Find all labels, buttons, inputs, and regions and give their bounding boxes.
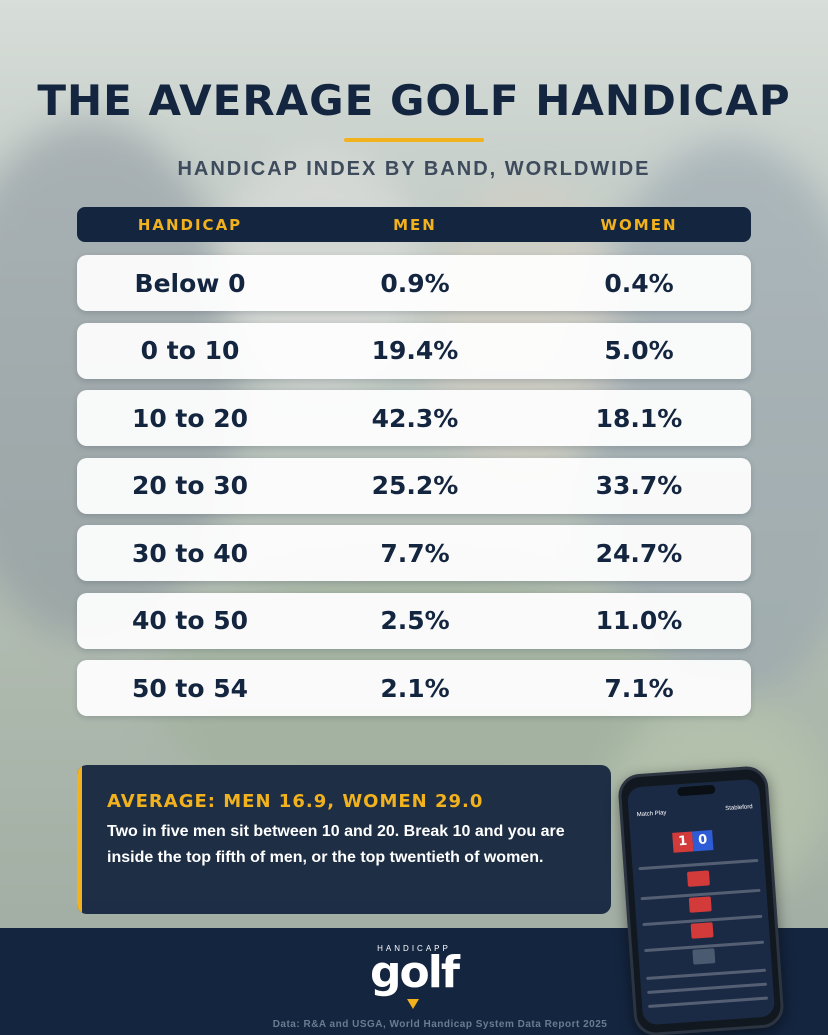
men-cell: 7.7% bbox=[380, 538, 450, 568]
women-cell: 11.0% bbox=[595, 606, 683, 635]
phone-app-tabs: Match Play Stableford bbox=[636, 799, 753, 823]
callout-accent-bar bbox=[77, 765, 82, 914]
men-cell: 2.1% bbox=[380, 673, 450, 703]
women-cell: 0.4% bbox=[604, 268, 674, 298]
women-cell: 5.0% bbox=[604, 336, 674, 365]
table-row: 10 to 20 42.3% 18.1% bbox=[77, 390, 751, 446]
phone-list-line bbox=[638, 858, 759, 871]
phone-scorebox: 1 0 bbox=[672, 830, 714, 853]
table-header: HANDICAP MEN WOMEN bbox=[77, 207, 751, 242]
phone-tab-stableford: Stableford bbox=[725, 804, 753, 813]
table-row: 20 to 30 25.2% 33.7% bbox=[77, 457, 751, 514]
band-cell: 40 to 50 bbox=[131, 606, 249, 635]
title-divider bbox=[344, 138, 484, 142]
women-cell: 18.1% bbox=[595, 403, 683, 433]
table-body: Below 0 0.9% 0.4% 0 to 10 19.4% 5.0% 10 … bbox=[77, 255, 751, 728]
logo-wordmark: golf bbox=[370, 947, 460, 998]
column-header-women: WOMEN bbox=[600, 215, 678, 234]
men-cell: 25.2% bbox=[371, 471, 459, 500]
phone-score-left: 1 bbox=[672, 831, 694, 853]
data-source-note: Data: R&A and USGA, World Handicap Syste… bbox=[272, 1019, 608, 1030]
band-cell: 0 to 10 bbox=[140, 336, 240, 365]
men-cell: 2.5% bbox=[380, 606, 450, 635]
table-row: 30 to 40 7.7% 24.7% bbox=[77, 525, 751, 581]
logo-wordmark-small: HANDICAPP bbox=[377, 944, 451, 953]
callout-body: Two in five men sit between 10 and 20. B… bbox=[107, 823, 565, 866]
callout-heading: AVERAGE: MEN 16.9, WOMEN 29.0 bbox=[107, 791, 484, 812]
table-row: 50 to 54 2.1% 7.1% bbox=[77, 660, 751, 716]
band-cell: 20 to 30 bbox=[131, 471, 249, 500]
phone-tab-match-play: Match Play bbox=[636, 810, 667, 819]
women-cell: 7.1% bbox=[604, 673, 674, 703]
phone-list-line bbox=[647, 982, 768, 994]
golf-tee-icon bbox=[407, 999, 419, 1009]
men-cell: 19.4% bbox=[371, 336, 459, 365]
women-cell: 24.7% bbox=[595, 538, 683, 568]
phone-mockup: Match Play Stableford 1 0 bbox=[617, 765, 785, 1035]
brand-logo: HANDICAPP golf bbox=[344, 944, 484, 1014]
page-title: THE AVERAGE GOLF HANDICAP bbox=[37, 76, 791, 125]
column-header-handicap: HANDICAP bbox=[137, 215, 243, 234]
band-cell: Below 0 bbox=[134, 268, 246, 298]
table-row: 0 to 10 19.4% 5.0% bbox=[77, 322, 751, 379]
band-cell: 10 to 20 bbox=[131, 403, 249, 433]
phone-score-right: 0 bbox=[692, 830, 714, 852]
phone-score-tag bbox=[688, 896, 712, 913]
column-header-men: MEN bbox=[393, 215, 437, 234]
phone-list-line bbox=[646, 968, 767, 981]
average-callout: AVERAGE: MEN 16.9, WOMEN 29.0 Two in fiv… bbox=[77, 765, 611, 914]
page-subtitle: HANDICAP INDEX BY BAND, WORLDWIDE bbox=[177, 158, 651, 180]
phone-list-line bbox=[648, 996, 769, 1008]
band-cell: 50 to 54 bbox=[131, 673, 249, 703]
women-cell: 33.7% bbox=[595, 471, 683, 500]
phone-screen: Match Play Stableford 1 0 bbox=[626, 778, 776, 1026]
band-cell: 30 to 40 bbox=[131, 538, 249, 568]
phone-score-tag bbox=[692, 948, 716, 965]
table-row: 40 to 50 2.5% 11.0% bbox=[77, 592, 751, 649]
phone-notch bbox=[677, 784, 716, 797]
table-row: Below 0 0.9% 0.4% bbox=[77, 255, 751, 311]
men-cell: 42.3% bbox=[371, 403, 459, 433]
phone-score-tag bbox=[686, 870, 710, 887]
phone-score-tag bbox=[690, 922, 714, 939]
men-cell: 0.9% bbox=[380, 268, 450, 298]
